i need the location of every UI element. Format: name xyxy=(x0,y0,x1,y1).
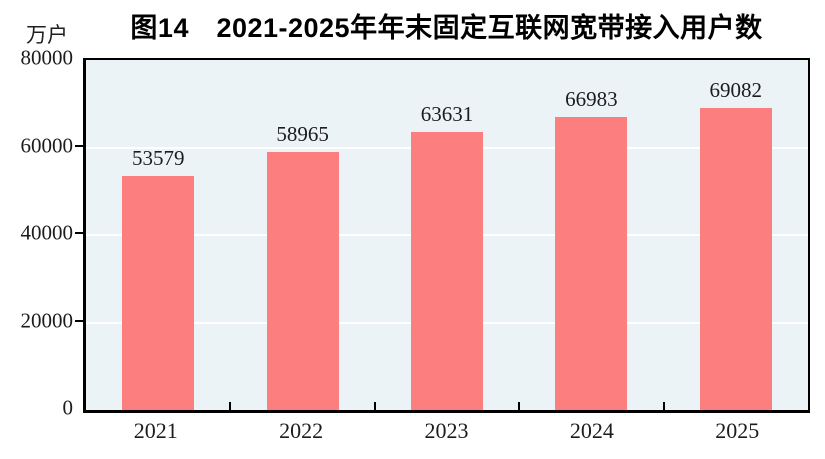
bar-2021 xyxy=(122,175,195,410)
bar-2022 xyxy=(266,152,339,410)
plot-area: 53579 58965 63631 66983 69082 xyxy=(83,58,810,413)
y-tick-label-40000: 40000 xyxy=(20,220,74,245)
x-axis-boundary-tick-1 xyxy=(229,402,232,410)
bar-value-label-2024: 66983 xyxy=(565,86,618,111)
x-tick-label-2024: 2024 xyxy=(569,418,614,443)
x-tick-label-2021: 2021 xyxy=(133,418,178,443)
y-tick-label-80000: 80000 xyxy=(20,45,74,70)
y-axis-tick-labels: 0 20000 40000 60000 80000 xyxy=(0,47,74,418)
bar-value-label-2022: 58965 xyxy=(276,122,329,147)
x-axis-boundary-tick-3 xyxy=(518,402,521,410)
x-tick-label-2025: 2025 xyxy=(715,418,760,443)
x-tick-label-2022: 2022 xyxy=(279,418,324,443)
y-tick-label-20000: 20000 xyxy=(20,308,74,332)
x-axis-boundary-tick-4 xyxy=(662,402,665,410)
y-tick-label-0: 0 xyxy=(62,395,74,420)
bar-2025 xyxy=(699,107,772,410)
x-axis-tick-labels: 2021 2022 2023 2024 2025 xyxy=(83,418,810,449)
bars-layer: 53579 58965 63631 66983 69082 xyxy=(86,60,808,410)
bar-2023 xyxy=(410,131,484,410)
y-axis-unit-label: 万户 xyxy=(26,24,68,47)
x-tick-label-2023: 2023 xyxy=(424,418,469,443)
x-axis-tick-marks xyxy=(86,60,808,410)
chart-title: 图14 2021-2025年年末固定互联网宽带接入用户数 xyxy=(130,13,763,43)
bar-value-label-2025: 69082 xyxy=(709,77,763,102)
bar-value-label-2023: 63631 xyxy=(420,101,474,126)
y-axis-tick-marks xyxy=(75,58,83,408)
bar-value-label-2021: 53579 xyxy=(131,145,185,170)
y-tick-mark-20000 xyxy=(75,319,83,322)
y-tick-mark-40000 xyxy=(75,232,83,234)
y-tick-label-60000: 60000 xyxy=(20,133,74,157)
x-axis-boundary-tick-2 xyxy=(373,402,376,410)
bar-2024 xyxy=(555,116,628,410)
y-tick-mark-60000 xyxy=(75,144,83,147)
